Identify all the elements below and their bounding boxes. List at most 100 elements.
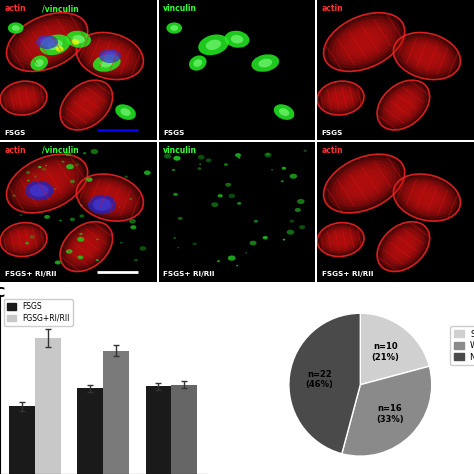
- Ellipse shape: [348, 172, 380, 195]
- Ellipse shape: [303, 150, 307, 152]
- Ellipse shape: [96, 238, 99, 240]
- Ellipse shape: [134, 259, 138, 261]
- Ellipse shape: [25, 181, 54, 201]
- Ellipse shape: [55, 260, 61, 264]
- Text: /vinculin: /vinculin: [42, 4, 79, 13]
- Ellipse shape: [60, 222, 113, 272]
- Ellipse shape: [231, 35, 243, 44]
- Ellipse shape: [65, 227, 107, 266]
- Ellipse shape: [199, 164, 201, 165]
- Bar: [146, 386, 172, 474]
- Ellipse shape: [198, 155, 205, 160]
- Ellipse shape: [410, 186, 444, 210]
- Ellipse shape: [0, 81, 47, 115]
- Ellipse shape: [17, 93, 30, 103]
- Ellipse shape: [237, 202, 241, 205]
- Ellipse shape: [27, 27, 67, 57]
- Ellipse shape: [19, 214, 23, 216]
- Bar: [77, 388, 103, 474]
- Ellipse shape: [336, 163, 392, 204]
- Ellipse shape: [23, 25, 72, 60]
- Ellipse shape: [90, 183, 130, 212]
- Ellipse shape: [100, 191, 120, 205]
- Ellipse shape: [71, 90, 102, 120]
- Ellipse shape: [324, 86, 357, 110]
- Ellipse shape: [173, 193, 178, 196]
- Ellipse shape: [198, 35, 228, 55]
- Ellipse shape: [14, 233, 33, 246]
- Ellipse shape: [9, 229, 37, 250]
- Ellipse shape: [88, 195, 116, 214]
- Ellipse shape: [8, 22, 24, 34]
- Ellipse shape: [327, 88, 355, 108]
- Ellipse shape: [228, 193, 235, 198]
- Ellipse shape: [35, 175, 59, 192]
- Ellipse shape: [217, 260, 220, 262]
- Ellipse shape: [68, 88, 105, 122]
- Ellipse shape: [139, 246, 146, 251]
- Ellipse shape: [15, 160, 80, 207]
- Ellipse shape: [170, 25, 178, 31]
- Ellipse shape: [331, 233, 350, 246]
- Ellipse shape: [266, 153, 270, 155]
- Ellipse shape: [18, 163, 75, 204]
- Ellipse shape: [329, 231, 352, 248]
- Text: vinculin: vinculin: [163, 146, 197, 155]
- Ellipse shape: [327, 229, 355, 250]
- Text: FSGS+ RI/RII: FSGS+ RI/RII: [163, 272, 215, 277]
- Ellipse shape: [340, 25, 389, 60]
- Ellipse shape: [388, 232, 419, 262]
- Text: FSGS+ RI/RII: FSGS+ RI/RII: [322, 272, 373, 277]
- Ellipse shape: [92, 198, 111, 211]
- Ellipse shape: [340, 166, 389, 201]
- Ellipse shape: [96, 46, 123, 65]
- Ellipse shape: [224, 163, 228, 166]
- Ellipse shape: [80, 214, 84, 218]
- Ellipse shape: [403, 39, 450, 73]
- Ellipse shape: [71, 232, 102, 262]
- Text: actin: actin: [322, 146, 343, 155]
- Ellipse shape: [290, 174, 297, 179]
- Ellipse shape: [62, 161, 64, 163]
- Ellipse shape: [322, 226, 359, 253]
- Text: C: C: [0, 286, 4, 301]
- Ellipse shape: [65, 85, 107, 125]
- Ellipse shape: [317, 81, 364, 115]
- Ellipse shape: [70, 180, 75, 183]
- Ellipse shape: [319, 83, 362, 113]
- Ellipse shape: [228, 255, 236, 261]
- Ellipse shape: [317, 223, 364, 256]
- Ellipse shape: [332, 160, 397, 207]
- Ellipse shape: [250, 241, 256, 246]
- Ellipse shape: [42, 168, 46, 171]
- Ellipse shape: [27, 180, 29, 182]
- Ellipse shape: [193, 59, 202, 67]
- Ellipse shape: [390, 234, 417, 259]
- Text: actin: actin: [5, 146, 27, 155]
- Ellipse shape: [86, 39, 133, 73]
- Ellipse shape: [390, 92, 417, 118]
- Ellipse shape: [102, 51, 118, 61]
- Bar: [9, 406, 35, 474]
- Text: n=10
(21%): n=10 (21%): [372, 342, 400, 362]
- Ellipse shape: [14, 91, 33, 105]
- Ellipse shape: [403, 181, 450, 214]
- Ellipse shape: [417, 191, 437, 205]
- Ellipse shape: [225, 31, 249, 48]
- Ellipse shape: [72, 39, 79, 45]
- Ellipse shape: [15, 18, 80, 65]
- Ellipse shape: [100, 59, 114, 67]
- Ellipse shape: [324, 13, 405, 72]
- Ellipse shape: [83, 152, 86, 155]
- Ellipse shape: [329, 90, 352, 107]
- Ellipse shape: [40, 35, 70, 55]
- Ellipse shape: [83, 37, 137, 75]
- Text: /vinculin: /vinculin: [42, 146, 79, 155]
- Ellipse shape: [39, 37, 55, 47]
- Ellipse shape: [322, 84, 359, 112]
- Ellipse shape: [80, 176, 140, 219]
- Ellipse shape: [80, 35, 140, 77]
- Ellipse shape: [120, 242, 123, 244]
- Bar: [103, 351, 129, 474]
- Ellipse shape: [17, 235, 30, 245]
